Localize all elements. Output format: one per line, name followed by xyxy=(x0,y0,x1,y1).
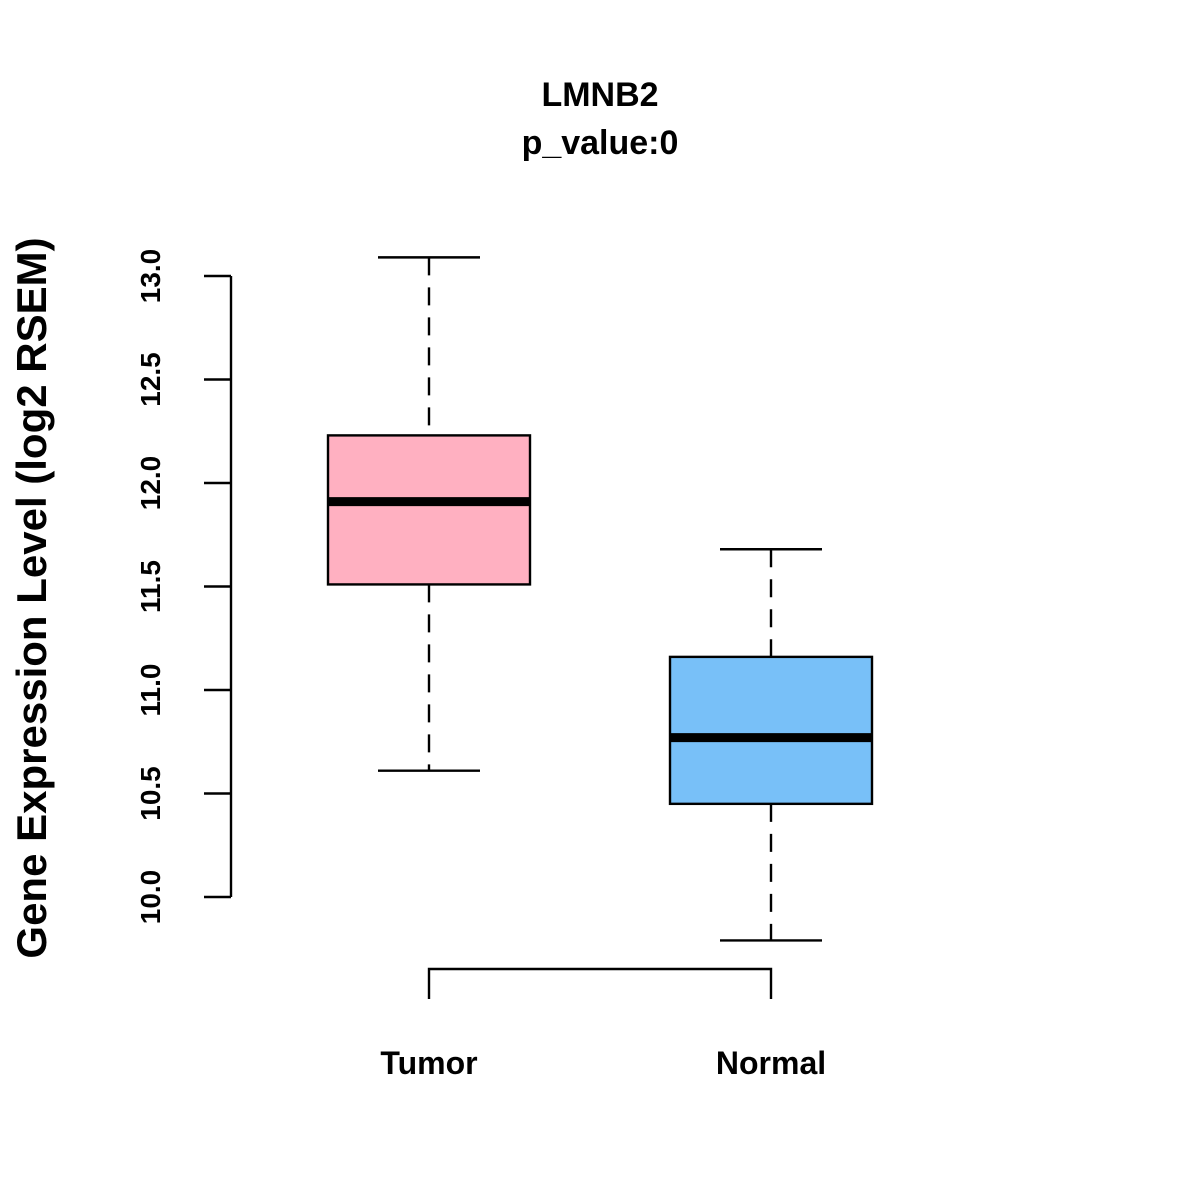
y-tick-label: 10.5 xyxy=(135,766,166,821)
bracket-path xyxy=(427,967,773,999)
chart-subtitle: p_value:0 xyxy=(522,124,679,162)
y-tick-label: 11.5 xyxy=(135,560,166,613)
comparison-bracket xyxy=(427,967,773,999)
boxes-group xyxy=(326,256,874,942)
chart-title: LMNB2 xyxy=(541,76,658,114)
y-axis: 10.0 10.5 11.0 11.5 12.0 12.5 13.0 xyxy=(135,249,233,925)
box-normal xyxy=(668,548,874,942)
x-label-normal: Normal xyxy=(716,1045,826,1081)
y-tick-label: 12.5 xyxy=(135,352,166,407)
box-tumor xyxy=(326,256,532,772)
y-tick-label: 10.0 xyxy=(135,870,166,925)
y-axis-label: Gene Expression Level (log2 RSEM) xyxy=(8,237,55,958)
x-label-tumor: Tumor xyxy=(380,1045,477,1081)
box-iqr xyxy=(326,434,532,586)
y-tick-label: 12.0 xyxy=(135,456,166,511)
box-iqr xyxy=(668,655,874,806)
x-axis-labels: Tumor Normal xyxy=(380,1045,826,1081)
y-tick-label: 11.0 xyxy=(135,664,166,717)
y-tick-label: 13.0 xyxy=(135,249,166,304)
